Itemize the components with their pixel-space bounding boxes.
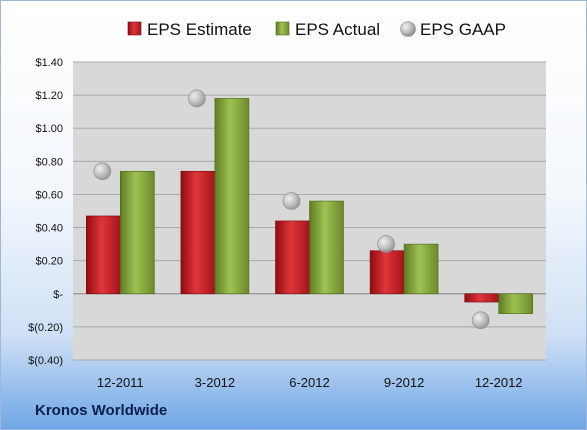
bar-eps-actual — [120, 170, 155, 295]
x-axis: 12-2011 3-2012 6-2012 9-2012 12-2012 — [97, 375, 523, 390]
bar-eps-actual — [309, 200, 344, 295]
gaap-point — [471, 311, 490, 330]
x-tick-label: 9-2012 — [384, 375, 424, 390]
bar-eps-actual — [498, 293, 534, 314]
legend-swatch — [400, 21, 416, 37]
legend-label: EPS GAAP — [420, 20, 506, 39]
gaap-point — [93, 162, 112, 181]
y-tick-label: $0.60 — [35, 189, 63, 201]
bar-eps-estimate — [275, 220, 310, 295]
gaap-point — [188, 89, 206, 108]
x-tick-label: 3-2012 — [195, 375, 235, 390]
bar-eps-estimate — [369, 250, 405, 295]
y-tick-label: $1.20 — [35, 90, 63, 102]
y-tick-label: $1.00 — [35, 123, 63, 135]
bar-eps-actual — [214, 98, 250, 295]
gaap-point — [377, 235, 395, 253]
gaap-points — [93, 89, 490, 330]
y-tick-label: $(0.40) — [28, 355, 63, 367]
bar-eps-actual — [403, 243, 439, 295]
legend-swatch — [127, 21, 142, 36]
y-tick-label: $0.20 — [35, 256, 63, 268]
company-name: Kronos Worldwide — [35, 402, 168, 419]
y-tick-label: $(0.20) — [28, 322, 63, 334]
bars — [86, 98, 534, 314]
bar-eps-estimate — [180, 170, 216, 295]
legend-label: EPS Estimate — [147, 20, 252, 39]
y-axis: $1.40 $1.20 $1.00 $0.80 $0.60 $0.40 $0.20 $- $(0… — [28, 57, 63, 367]
y-tick-label: $1.40 — [35, 57, 63, 69]
x-tick-label: 12-2011 — [97, 375, 144, 390]
y-tick-label: $0.80 — [35, 156, 63, 168]
gaap-point — [282, 192, 301, 210]
y-tick-label: $0.40 — [35, 223, 63, 235]
y-tick-label: $- — [53, 289, 63, 301]
bar-eps-estimate — [464, 293, 500, 303]
legend: EPS Estimate EPS Actual EPS GAAP — [127, 20, 506, 39]
x-tick-label: 6-2012 — [289, 375, 329, 390]
legend-label: EPS Actual — [295, 20, 380, 39]
legend-swatch — [275, 21, 290, 36]
x-tick-label: 12-2012 — [475, 375, 523, 390]
bar-eps-estimate — [86, 215, 121, 295]
